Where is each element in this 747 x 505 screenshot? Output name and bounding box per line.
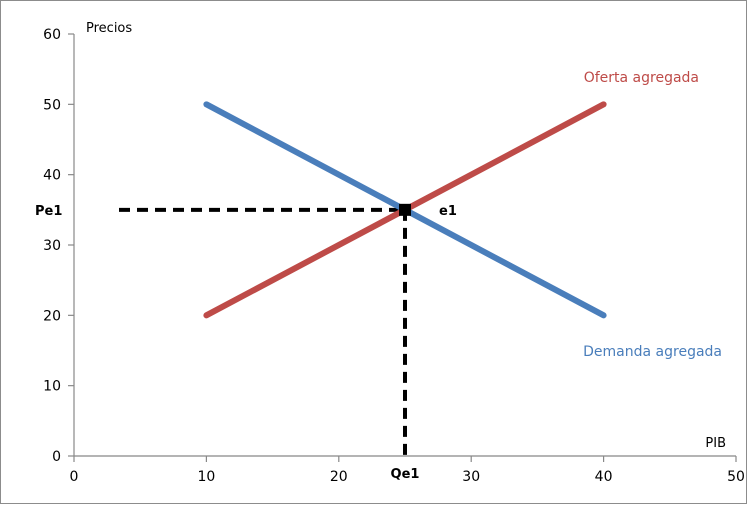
x-tick-label: 50 <box>727 469 745 485</box>
price-label: Pe1 <box>35 204 62 219</box>
equilibrium-marks: e1 Pe1 Qe1 <box>35 203 457 482</box>
equilibrium-point <box>399 203 411 216</box>
x-axis-title: PIB <box>705 436 726 451</box>
x-tick-label: 40 <box>595 469 613 485</box>
x-tick-label: 0 <box>70 469 79 485</box>
y-tick-label: 10 <box>43 379 61 395</box>
y-tick-label: 30 <box>43 238 61 254</box>
y-axis-title: Precios <box>86 21 132 36</box>
axis-ticks: 0 10 20 30 40 50 60 0 10 20 30 40 50 <box>43 27 745 485</box>
equilibrium-label: e1 <box>439 204 457 219</box>
y-tick-label: 20 <box>43 308 61 324</box>
equilibrium-guides <box>119 207 407 456</box>
x-tick-label: 30 <box>462 469 480 485</box>
quantity-label: Qe1 <box>391 467 420 482</box>
y-tick-label: 0 <box>52 449 61 465</box>
series-label-demanda: Demanda agregada <box>583 344 722 360</box>
y-tick-label: 50 <box>43 97 61 113</box>
y-tick-label: 40 <box>43 168 61 184</box>
series-label-oferta: Oferta agregada <box>584 70 699 86</box>
y-tick-label: 60 <box>43 27 61 43</box>
x-tick-label: 20 <box>330 469 348 485</box>
series-lines: Demanda agregada Oferta agregada <box>203 70 722 360</box>
x-tick-label: 10 <box>197 469 215 485</box>
